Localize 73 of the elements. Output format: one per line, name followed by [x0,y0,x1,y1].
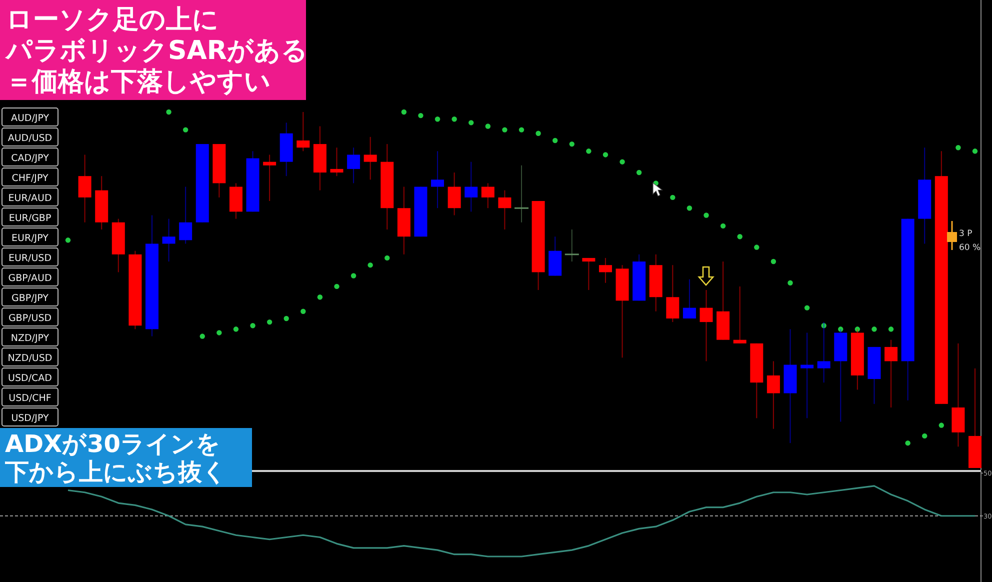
point [956,145,961,150]
text: GBP/USD [8,313,52,324]
point [418,112,424,118]
point [620,159,625,164]
point [266,319,272,325]
text: USD/CHF [8,393,52,404]
point [636,170,642,176]
text: GBP/JPY [12,293,49,304]
chart-subtitle: 下から上にぶち抜く [4,458,227,486]
text: AUD/USD [8,133,52,144]
line-series [67,485,976,558]
point [350,273,356,278]
annotation: 60 % [959,243,981,253]
point [166,109,172,115]
annotation: 3 P [959,229,972,239]
point [754,244,760,250]
point [284,316,289,322]
text: CHF/JPY [12,173,48,184]
point [317,294,323,300]
text: NZD/JPY [10,333,50,344]
text: EUR/JPY [12,233,49,244]
point [788,280,793,286]
text: AUD/JPY [10,113,50,124]
text: CAD/JPY [11,153,50,164]
text: EUR/AUD [8,193,52,204]
point [485,124,491,129]
point [804,305,810,310]
point [905,440,910,446]
text: ＝価格は下落しやすい [6,67,271,97]
point [972,148,978,154]
point [686,206,692,211]
text: EUR/USD [8,253,52,264]
text: USD/JPY [11,413,50,424]
point [821,323,826,328]
chart-title: ローソク足の上に [6,5,219,35]
point [452,116,457,122]
point [838,326,844,332]
point [938,422,944,428]
point [401,109,407,115]
point [216,330,222,336]
text: NZD/USD [8,353,52,364]
point [300,308,306,314]
point [250,323,256,328]
point [65,238,71,243]
chart-title: ADXが30ラインを [5,430,220,458]
point [569,141,574,147]
point [720,223,726,229]
point [602,152,608,158]
point [770,258,776,264]
point [518,127,524,132]
chart-subtitle: パラボリックSARがある [4,36,308,66]
point [872,326,877,332]
text: USD/CAD [8,373,52,384]
point [536,130,541,136]
text: GBP/AUD [8,273,52,284]
point [200,334,205,339]
point [182,127,188,132]
point [552,138,558,144]
point [670,194,676,200]
point [334,284,340,290]
point [586,148,592,154]
text: EUR/GBP [8,213,52,224]
point [434,116,440,122]
point [704,212,709,218]
point [502,127,508,132]
point [888,326,894,332]
point [384,255,390,261]
point [468,120,474,126]
point [233,326,239,332]
point [922,433,928,439]
point [854,326,860,332]
point [368,262,373,268]
point [737,234,742,240]
